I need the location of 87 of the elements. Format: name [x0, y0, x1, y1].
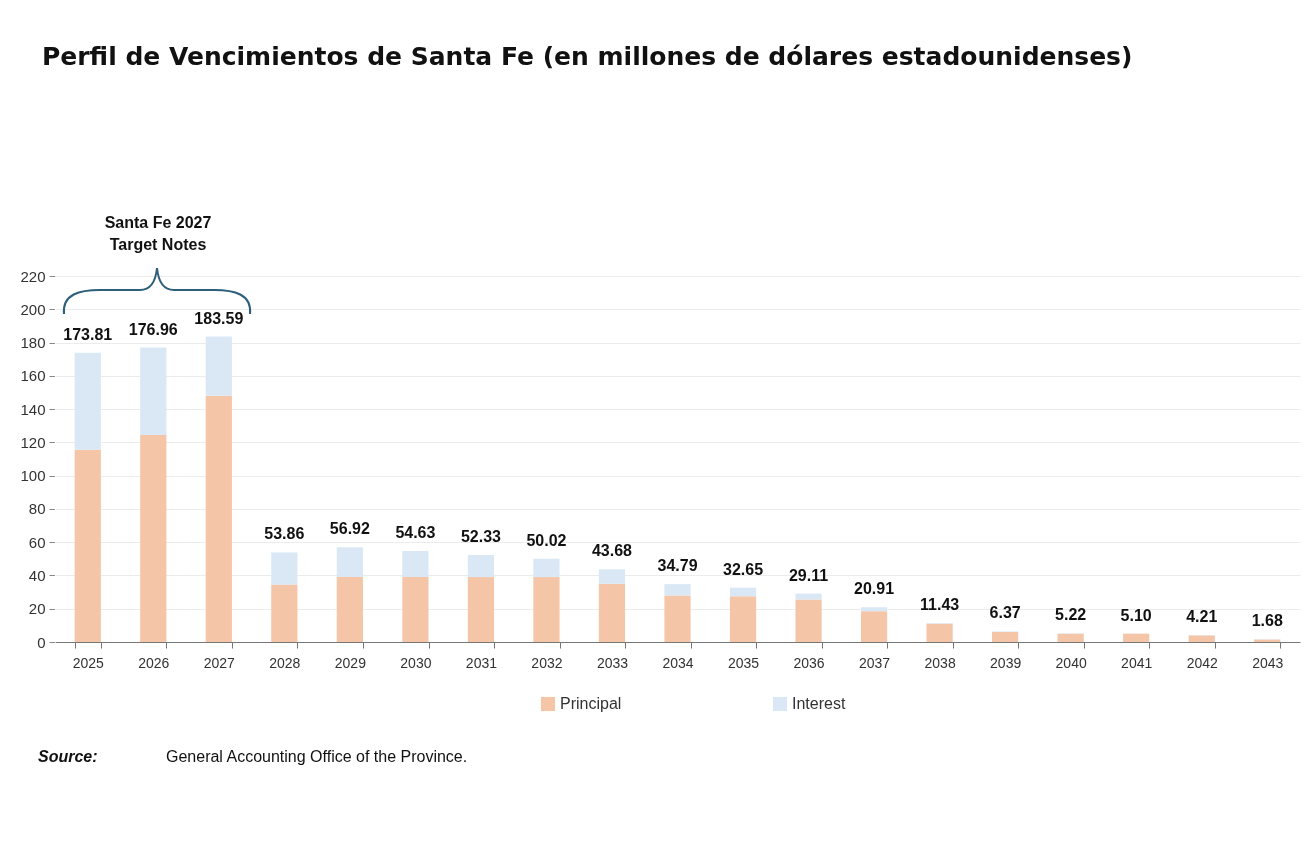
y-tick-label: 140	[20, 400, 46, 418]
bar	[664, 584, 691, 596]
x-tick-label: 2034	[662, 654, 694, 671]
bar	[205, 336, 232, 396]
y-tick-label: 180	[20, 334, 46, 352]
total-label: 43.68	[591, 542, 633, 560]
bar	[860, 607, 888, 612]
bar	[992, 632, 1019, 642]
bar	[467, 554, 495, 578]
bar	[533, 577, 560, 642]
total-label: 56.92	[329, 520, 370, 538]
total-label: 34.79	[657, 557, 698, 575]
x-tick-label: 2025	[72, 654, 105, 671]
bar	[271, 552, 298, 585]
y-tick-label: 120	[20, 433, 46, 451]
bar	[1057, 633, 1084, 642]
total-label: 6.37	[989, 604, 1021, 622]
bar	[336, 577, 363, 642]
x-tick-label: 2043	[1252, 654, 1284, 671]
bar	[598, 569, 626, 584]
legend-label: Principal	[560, 695, 622, 712]
x-tick-label: 2029	[334, 654, 367, 671]
total-label: 5.10	[1120, 606, 1152, 624]
total-label: 4.21	[1186, 608, 1218, 625]
y-tick-label: 0	[37, 633, 46, 651]
x-tick-label: 2039	[990, 654, 1022, 671]
x-tick-label: 2032	[531, 654, 563, 671]
x-tick-label: 2036	[793, 654, 825, 671]
total-label: 173.81	[63, 325, 113, 343]
bar	[402, 551, 429, 578]
y-tick-label: 100	[20, 467, 46, 485]
total-label: 176.96	[128, 320, 178, 338]
bar	[271, 584, 298, 642]
bar	[467, 577, 495, 642]
y-tick-label: 160	[20, 367, 46, 385]
bar	[1188, 635, 1215, 642]
bar	[729, 587, 757, 597]
total-label: 53.86	[264, 525, 305, 543]
x-tick-label: 2030	[400, 654, 432, 671]
bar	[795, 593, 822, 600]
x-tick-label: 2041	[1121, 654, 1153, 671]
bar	[729, 596, 757, 642]
total-label: 52.33	[460, 527, 502, 545]
x-tick-label: 2037	[859, 654, 891, 671]
bar	[664, 595, 691, 642]
bar	[598, 583, 626, 642]
total-label: 5.22	[1055, 606, 1087, 624]
bar	[74, 449, 101, 642]
y-tick-label: 220	[20, 267, 46, 285]
text: General Accounting Office of the Province.	[166, 748, 468, 766]
bar	[533, 558, 560, 578]
total-label: 29.11	[788, 566, 829, 584]
x-tick-label: 2038	[924, 654, 956, 671]
bar	[402, 577, 429, 642]
total-label: 1.68	[1251, 612, 1283, 630]
y-tick-label: 60	[28, 533, 46, 551]
chart-title: Perfil de Vencimientos de Santa Fe (en millones de dólares estadounidenses)	[42, 42, 1133, 71]
bar	[1123, 633, 1150, 642]
total-label: 54.63	[395, 524, 436, 542]
y-tick-label: 200	[20, 300, 46, 318]
bar	[74, 352, 101, 450]
y-tick-label: 80	[28, 500, 46, 518]
x-tick-label: 2040	[1055, 654, 1087, 671]
bar	[205, 395, 232, 642]
total-label: 183.59	[194, 309, 244, 327]
bar	[795, 599, 822, 642]
legend-label: Interest	[792, 695, 846, 712]
bar	[860, 611, 888, 642]
bar	[140, 347, 167, 435]
total-label: 20.91	[854, 580, 895, 598]
x-tick-label: 2035	[727, 654, 760, 671]
x-tick-label: 2028	[269, 654, 301, 671]
x-tick-label: 2033	[596, 654, 629, 671]
total-label: 50.02	[526, 531, 567, 549]
text: Santa Fe 2027 Target Notes	[103, 213, 213, 255]
y-tick-label: 20	[28, 600, 46, 618]
bar	[336, 547, 363, 578]
x-tick-label: 2042	[1186, 654, 1218, 671]
x-tick-label: 2027	[203, 654, 236, 671]
total-label: 11.43	[920, 595, 960, 613]
x-tick-label: 2031	[465, 654, 498, 671]
total-label: 32.65	[723, 560, 764, 578]
y-tick-label: 40	[28, 566, 46, 584]
bar	[926, 623, 953, 642]
bar	[140, 434, 167, 642]
source-note: Source:	[38, 748, 98, 766]
x-tick-label: 2026	[138, 654, 170, 671]
